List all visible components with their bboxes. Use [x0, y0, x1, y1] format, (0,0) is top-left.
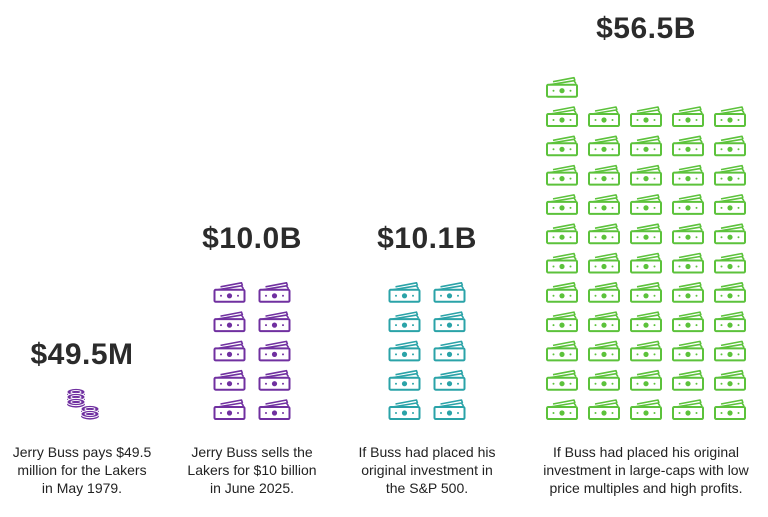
banknote-icon [630, 164, 662, 186]
banknote-icon [433, 399, 466, 420]
banknote-icon [672, 311, 704, 333]
banknote-icon [546, 281, 578, 303]
banknote-icon [714, 311, 746, 333]
banknote-icon [546, 76, 578, 98]
banknote-icon [630, 311, 662, 333]
banknote-icon [714, 340, 746, 362]
banknote-icon [213, 369, 246, 391]
value-label: $10.1B [377, 222, 477, 255]
banknote-icon [630, 135, 662, 157]
banknote-icon [546, 399, 578, 420]
banknote-icon [714, 369, 746, 391]
caption-line: Jerry Buss pays $49.5 [12, 444, 152, 460]
banknote-icon [388, 369, 421, 391]
banknote-icon [672, 135, 704, 157]
caption-line: If Buss had placed his original [553, 444, 739, 460]
banknote-icon [213, 311, 246, 333]
value-label: $56.5B [596, 12, 696, 45]
banknote-icon [714, 135, 746, 157]
banknote-icon [258, 369, 291, 391]
banknote-icon [588, 252, 620, 274]
banknote-icon [714, 252, 746, 274]
banknote-icon [630, 106, 662, 127]
banknote-icon [546, 252, 578, 274]
banknote-icon [546, 223, 578, 245]
banknote-icon [213, 399, 246, 420]
banknote-icon [388, 399, 421, 420]
caption-line: If Buss had placed his [358, 444, 496, 460]
banknote-icon [672, 399, 704, 420]
category-caption: If Buss had placed his original investmen… [531, 443, 761, 497]
value-label: $49.5M [30, 338, 134, 371]
banknote-icon [388, 340, 421, 362]
banknote-icon [714, 194, 746, 215]
banknote-icon [546, 369, 578, 391]
caption-line: the S&P 500. [385, 480, 469, 496]
banknote-icon [546, 164, 578, 186]
caption-line: Jerry Buss sells the [191, 444, 313, 460]
banknote-icon [588, 311, 620, 333]
banknote-icon [672, 106, 704, 127]
banknote-icon [630, 340, 662, 362]
caption-line: million for the Lakers [17, 462, 147, 478]
banknote-icon [672, 369, 704, 391]
banknote-icon [630, 369, 662, 391]
banknote-icon [258, 311, 291, 333]
banknote-icon [714, 399, 746, 420]
banknote-icon [630, 223, 662, 245]
banknote-icon [546, 194, 578, 215]
banknote-icon [588, 340, 620, 362]
banknote-icon [714, 223, 746, 245]
banknote-icon [630, 252, 662, 274]
banknote-icon [630, 194, 662, 215]
banknote-icon [258, 281, 291, 303]
banknote-icon [546, 135, 578, 157]
banknote-icon [714, 106, 746, 127]
banknote-icon [546, 340, 578, 362]
banknote-icon [714, 164, 746, 186]
banknote-icon [714, 281, 746, 303]
banknote-icon [433, 340, 466, 362]
banknote-icon [588, 399, 620, 420]
banknote-icon [213, 281, 246, 303]
banknote-icon [630, 399, 662, 420]
banknote-icon [433, 281, 466, 303]
banknote-icon [672, 281, 704, 303]
banknote-icon [546, 311, 578, 333]
caption-line: price multiples and high profits. [549, 480, 743, 496]
category-caption: Jerry Buss sells the Lakers for $10 billi… [137, 443, 367, 497]
coins-icon [66, 387, 100, 420]
banknote-icon [258, 340, 291, 362]
banknote-icon [588, 281, 620, 303]
caption-line: original investment in [361, 462, 493, 478]
category-caption: Jerry Buss pays $49.5 million for the Lak… [0, 443, 197, 497]
caption-line: investment in large-caps with low [543, 462, 749, 478]
banknote-icon [672, 194, 704, 215]
banknote-icon [588, 369, 620, 391]
value-label: $10.0B [202, 222, 302, 255]
banknote-icon [672, 252, 704, 274]
banknote-icon [588, 194, 620, 215]
category-caption: If Buss had placed his original investmen… [312, 443, 542, 497]
banknote-icon [588, 223, 620, 245]
banknote-icon [433, 369, 466, 391]
banknote-icon [630, 281, 662, 303]
banknote-icon [672, 340, 704, 362]
banknote-icon [388, 281, 421, 303]
banknote-icon [672, 164, 704, 186]
banknote-icon [672, 223, 704, 245]
banknote-icon [213, 340, 246, 362]
caption-line: Lakers for $10 billion [187, 462, 317, 478]
caption-line: in May 1979. [41, 480, 123, 496]
banknote-icon [388, 311, 421, 333]
banknote-icon [258, 399, 291, 420]
banknote-icon [588, 164, 620, 186]
banknote-icon [546, 106, 578, 127]
banknote-icon [588, 135, 620, 157]
caption-line: in June 2025. [209, 480, 295, 496]
banknote-icon [588, 106, 620, 127]
banknote-icon [433, 311, 466, 333]
